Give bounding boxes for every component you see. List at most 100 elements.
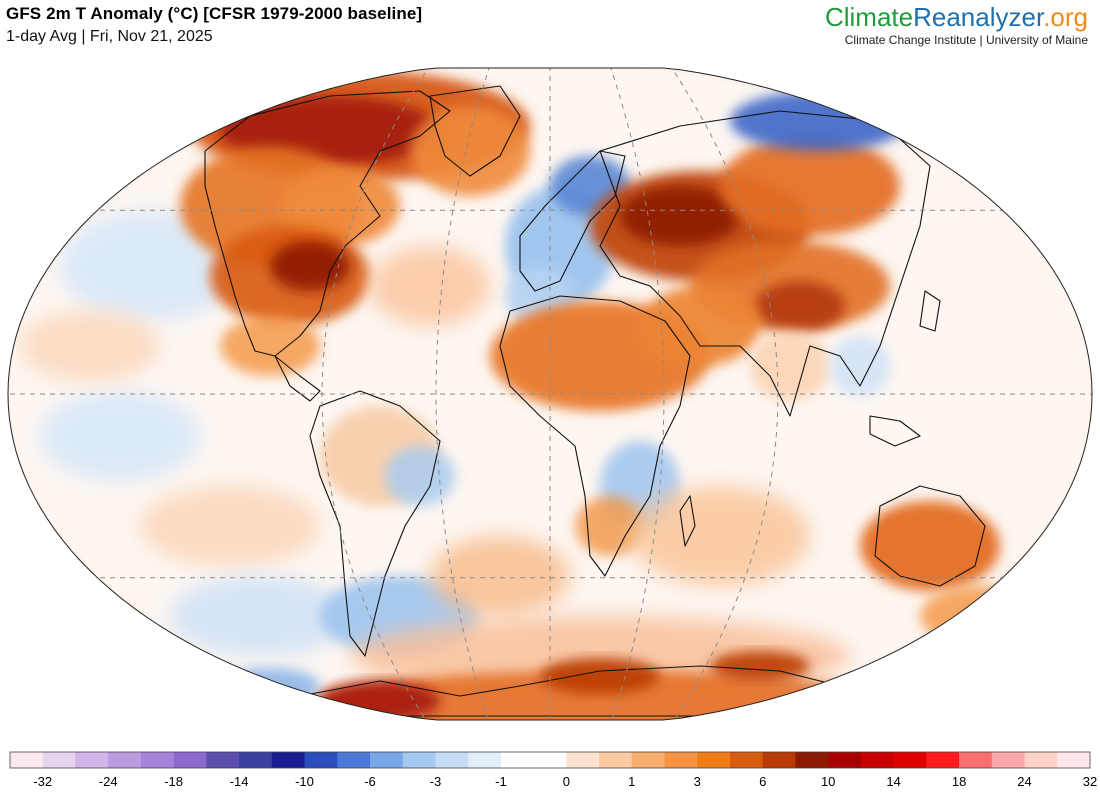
graticule-meridian-1 — [321, 68, 437, 720]
colorbar-tick-label: 14 — [886, 774, 900, 789]
globe-outline — [7, 67, 1093, 721]
colorbar-bin — [631, 752, 665, 768]
colorbar-tick-label: 0 — [563, 774, 570, 789]
colorbar-bin — [75, 752, 109, 768]
colorbar-canvas: -32 -24 -18 -14 -10 -6 -3 -1 0 1 3 6 10 14 18 24 32 — [9, 751, 1097, 789]
colorbar-bin — [566, 752, 600, 768]
anomaly-middle-east-warm — [640, 286, 760, 366]
colorbar-bin — [860, 752, 894, 768]
colorbar-bin — [991, 752, 1025, 768]
colorbar-bin — [599, 752, 633, 768]
colorbar-bin — [304, 752, 338, 768]
colorbar-tick-label: -1 — [495, 774, 507, 789]
colorbar-bin — [1024, 752, 1058, 768]
colorbar-bin — [468, 752, 502, 768]
colorbar-tick-label: 18 — [952, 774, 966, 789]
colorbar-bin — [730, 752, 764, 768]
colorbar: -32 -24 -18 -14 -10 -6 -3 -1 0 1 3 6 10 14 18 24 32 — [0, 744, 1100, 794]
colorbar-bin — [762, 752, 796, 768]
colorbar-bin — [533, 752, 567, 768]
colorbar-frame — [9, 751, 1091, 769]
graticule — [8, 68, 1092, 720]
anomaly-usa-core — [270, 241, 350, 291]
colorbar-tick-label: -32 — [33, 774, 52, 789]
page-title: GFS 2m T Anomaly (°C) [CFSR 1979-2000 ba… — [6, 4, 423, 23]
colorbar-bin — [402, 752, 436, 768]
brand-logo-part3: .org — [1043, 2, 1088, 32]
colorbar-tick-label: -14 — [230, 774, 249, 789]
anomaly-greenland-warm — [410, 106, 530, 196]
coast-new-zealand — [989, 600, 1016, 647]
colorbar-bin — [10, 752, 44, 768]
colorbar-bin — [108, 752, 142, 768]
anomaly-indian-ocean-warm — [630, 486, 810, 586]
colorbar-tick-label: -10 — [295, 774, 314, 789]
brand-logo-part2: Reanalyzer — [913, 2, 1044, 32]
colorbar-bin — [697, 752, 731, 768]
coast-europe — [519, 150, 626, 292]
colorbar-bin — [271, 752, 305, 768]
colorbar-tick-label: 1 — [628, 774, 635, 789]
coast-madagascar — [679, 495, 696, 547]
colorbar-bin — [173, 752, 207, 768]
anomaly-se-asia-cool — [830, 336, 890, 396]
anomaly-pacific-warm-2 — [140, 486, 320, 566]
graticule-meridian-3 — [606, 68, 665, 720]
colorbar-bin — [42, 752, 76, 768]
colorbar-tick-label: -24 — [99, 774, 118, 789]
brand-logo[interactable]: ClimateReanalyzer.org — [825, 2, 1088, 32]
anomaly-atlantic-warm — [370, 246, 490, 326]
colorbar-bin — [828, 752, 862, 768]
colorbar-bin — [140, 752, 174, 768]
graticule-meridian-2 — [435, 68, 494, 720]
colorbar-bin — [926, 752, 960, 768]
colorbar-bin — [795, 752, 829, 768]
colorbar-bin — [500, 752, 534, 768]
colorbar-bin — [1057, 752, 1091, 768]
colorbar-tick-label: 10 — [821, 774, 835, 789]
colorbar-tick-label: 3 — [694, 774, 701, 789]
anomaly-nz-hot — [965, 618, 1015, 654]
colorbar-tick-label: 24 — [1017, 774, 1031, 789]
page-subtitle: 1-day Avg | Fri, Nov 21, 2025 — [6, 28, 213, 45]
coastlines — [204, 85, 1016, 717]
anomaly-australia-warm — [860, 501, 1000, 591]
anomaly-map — [0, 56, 1100, 736]
coast-africa — [499, 295, 691, 577]
colorbar-bin — [370, 752, 404, 768]
anomaly-antarctica-hot-2 — [540, 658, 660, 694]
anomaly-antarctica-warm — [300, 671, 900, 720]
anomaly-antarctic-cool — [220, 668, 320, 704]
coast-australia — [874, 485, 986, 587]
colorbar-bin — [239, 752, 273, 768]
colorbar-tick-label: -18 — [164, 774, 183, 789]
coast-central-america — [274, 355, 321, 402]
anomaly-hudson-warm — [280, 166, 400, 246]
colorbar-bin — [206, 752, 240, 768]
coast-antarctica — [299, 665, 861, 717]
graticule-meridian-4 — [663, 68, 779, 720]
brand-block: ClimateReanalyzer.org Climate Change Ins… — [825, 2, 1088, 47]
colorbar-bin — [435, 752, 469, 768]
anomaly-s-atlantic-warm — [430, 536, 570, 616]
anomaly-field — [10, 68, 1090, 720]
coast-japan — [919, 290, 941, 332]
colorbar-tick-label: 32 — [1083, 774, 1097, 789]
anomaly-russia-core — [620, 186, 740, 246]
anomaly-pacific-cool-2 — [40, 391, 200, 481]
anomaly-pacific-warm-1 — [20, 311, 160, 381]
colorbar-tick-label: -6 — [364, 774, 376, 789]
colorbar-tick-label: -3 — [430, 774, 442, 789]
anomaly-india-mixed — [750, 331, 830, 401]
anomaly-tibet-hot — [755, 281, 845, 331]
colorbar-tick-label: 6 — [759, 774, 766, 789]
anomaly-tasman-warm — [920, 586, 1040, 646]
coast-south-america — [309, 390, 441, 657]
anomaly-antarctica-hot-3 — [710, 651, 810, 681]
anomaly-south-africa-warm — [575, 496, 645, 556]
brand-logo-part1: Climate — [824, 2, 914, 32]
coast-greenland — [429, 85, 521, 177]
colorbar-bin — [337, 752, 371, 768]
colorbar-bin — [664, 752, 698, 768]
brand-tagline: Climate Change Institute | University of… — [844, 33, 1088, 47]
